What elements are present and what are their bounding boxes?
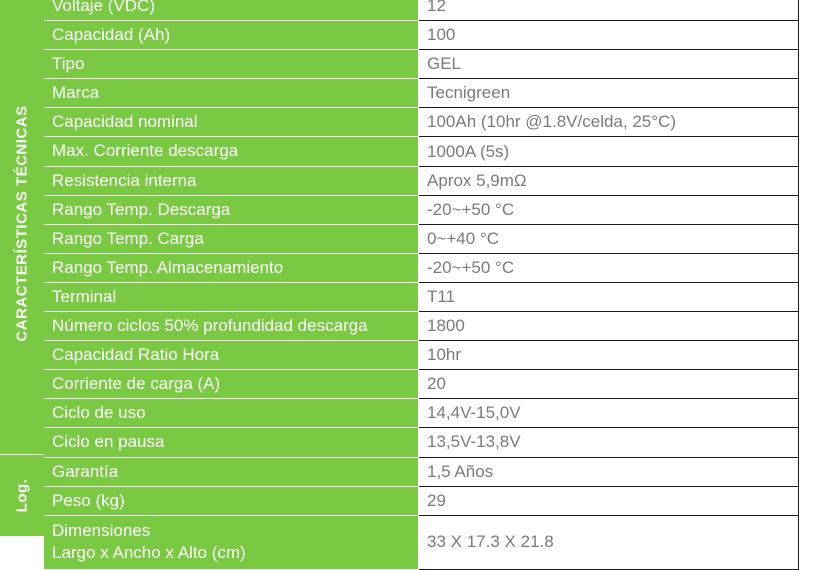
spacer: [799, 137, 832, 166]
spec-value: -20~+50 °C: [419, 254, 799, 283]
spec-value: 29: [419, 487, 799, 516]
table-row: TipoGEL: [44, 50, 832, 79]
table-row: Rango Temp. Carga0~+40 °C: [44, 225, 832, 254]
table-row: Ciclo en pausa13,5V-13,8V: [44, 428, 832, 457]
spacer: [799, 21, 832, 50]
spec-value: 100: [419, 21, 799, 50]
table-row: TerminalT11: [44, 283, 832, 312]
table-row: Capacidad Ratio Hora10hr: [44, 341, 832, 370]
table-row: Resistencia internaAprox 5,9mΩ: [44, 167, 832, 196]
section-header-text: CARACTERÍSTICAS TÉCNICAS: [14, 105, 31, 341]
spec-label: Capacidad (Ah): [44, 21, 419, 50]
spacer: [799, 196, 832, 225]
section-header-tecnicas: CARACTERÍSTICAS TÉCNICAS: [0, 0, 44, 455]
spacer: [799, 50, 832, 79]
spec-label: Rango Temp. Almacenamiento: [44, 254, 419, 283]
spacer: [799, 399, 832, 428]
spacer: [799, 370, 832, 399]
spec-label: Max. Corriente descarga: [44, 137, 419, 166]
spec-value: GEL: [419, 50, 799, 79]
spec-value: 100Ah (10hr @1.8V/celda, 25°C): [419, 108, 799, 137]
table-row: Peso (kg)29: [44, 487, 832, 516]
section-header-text: Log.: [14, 479, 31, 513]
section-header-log: Log.: [0, 455, 44, 537]
spec-label: Marca: [44, 79, 419, 108]
spec-value: 1800: [419, 312, 799, 341]
spec-value: 14,4V-15,0V: [419, 399, 799, 428]
spec-label: Peso (kg): [44, 487, 419, 516]
spec-value: 1,5 Años: [419, 458, 799, 487]
table-row: Número ciclos 50% profundidad descarga18…: [44, 312, 832, 341]
spec-label: Rango Temp. Carga: [44, 225, 419, 254]
table-row: Voltaje (VDC)12: [44, 0, 832, 21]
spec-label: Dimensiones Largo x Ancho x Alto (cm): [44, 516, 419, 570]
rows-container: Voltaje (VDC)12Capacidad (Ah)100TipoGELM…: [44, 0, 832, 570]
table-row: MarcaTecnigreen: [44, 79, 832, 108]
spec-label: Capacidad nominal: [44, 108, 419, 137]
spacer: [799, 516, 832, 570]
spec-label: Número ciclos 50% profundidad descarga: [44, 312, 419, 341]
table-row: Corriente de carga (A)20: [44, 370, 832, 399]
spec-label: Corriente de carga (A): [44, 370, 419, 399]
spec-value: Tecnigreen: [419, 79, 799, 108]
spacer: [799, 79, 832, 108]
spec-table: CARACTERÍSTICAS TÉCNICAS Log. Voltaje (VD…: [0, 0, 832, 570]
table-row: Capacidad (Ah)100: [44, 21, 832, 50]
spacer: [799, 312, 832, 341]
spacer: [799, 108, 832, 137]
spacer: [799, 458, 832, 487]
spacer: [799, 341, 832, 370]
spec-label: Garantía: [44, 458, 419, 487]
spacer: [799, 0, 832, 21]
spacer: [799, 225, 832, 254]
spec-value: 10hr: [419, 341, 799, 370]
spacer: [799, 283, 832, 312]
spacer: [799, 428, 832, 457]
spec-value: 20: [419, 370, 799, 399]
spec-value: 33 X 17.3 X 21.8: [419, 516, 799, 570]
spec-value: 12: [419, 0, 799, 21]
table-row: Capacidad nominal100Ah (10hr @1.8V/celda…: [44, 108, 832, 137]
spec-value: 0~+40 °C: [419, 225, 799, 254]
spec-label: Voltaje (VDC): [44, 0, 419, 21]
spec-label: Resistencia interna: [44, 167, 419, 196]
spec-label: Ciclo en pausa: [44, 428, 419, 457]
spec-label: Terminal: [44, 283, 419, 312]
section-labels-column: CARACTERÍSTICAS TÉCNICAS Log.: [0, 0, 44, 570]
spec-value: 13,5V-13,8V: [419, 428, 799, 457]
spec-value: T11: [419, 283, 799, 312]
spec-value: 1000A (5s): [419, 137, 799, 166]
spec-label: Ciclo de uso: [44, 399, 419, 428]
spec-label: Rango Temp. Descarga: [44, 196, 419, 225]
table-row: Max. Corriente descarga1000A (5s): [44, 137, 832, 166]
table-row: Rango Temp. Almacenamiento-20~+50 °C: [44, 254, 832, 283]
table-row: Ciclo de uso14,4V-15,0V: [44, 399, 832, 428]
table-row: Dimensiones Largo x Ancho x Alto (cm)33 …: [44, 516, 832, 570]
table-row: Garantía1,5 Años: [44, 458, 832, 487]
spacer: [799, 254, 832, 283]
spacer: [799, 167, 832, 196]
spacer: [799, 487, 832, 516]
spec-value: Aprox 5,9mΩ: [419, 167, 799, 196]
spec-value: -20~+50 °C: [419, 196, 799, 225]
spec-label: Tipo: [44, 50, 419, 79]
table-row: Rango Temp. Descarga-20~+50 °C: [44, 196, 832, 225]
spec-label: Capacidad Ratio Hora: [44, 341, 419, 370]
